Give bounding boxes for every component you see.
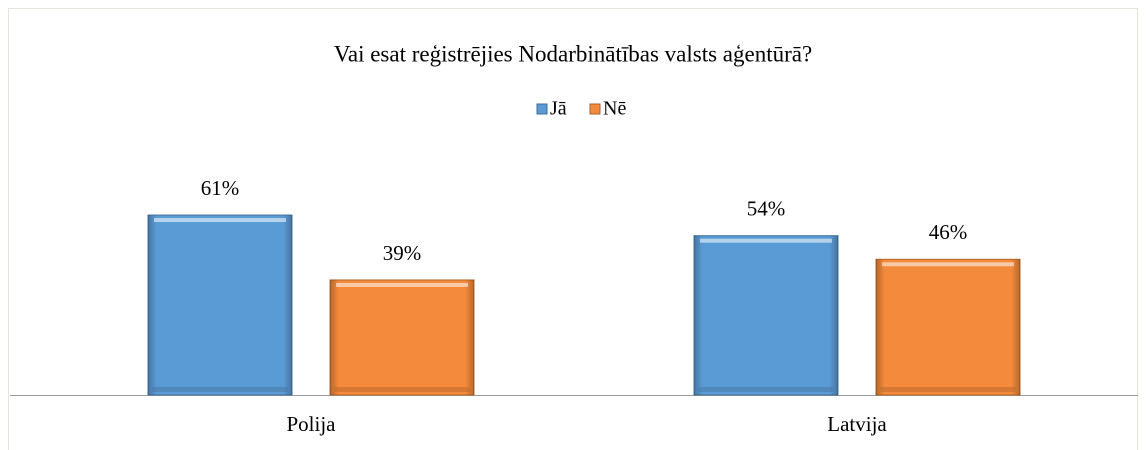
x-tick-label: Latvija xyxy=(827,412,887,436)
bar-highlight xyxy=(700,238,832,243)
data-label: 54% xyxy=(747,197,786,221)
data-label: 61% xyxy=(201,176,240,200)
bar-bottom-shade xyxy=(880,387,1016,392)
bar-highlight xyxy=(154,218,286,223)
legend-label: Jā xyxy=(550,98,567,120)
chart-frame xyxy=(8,8,1138,450)
data-label: 39% xyxy=(383,241,422,265)
x-tick-label: Polija xyxy=(286,412,336,436)
bar-highlight xyxy=(882,262,1014,267)
bar-bottom-shade xyxy=(698,387,834,392)
bar-highlight xyxy=(336,282,468,287)
bar-shade xyxy=(330,279,474,395)
bar-bottom-shade xyxy=(152,387,288,392)
bar-shade xyxy=(148,215,292,395)
data-label: 46% xyxy=(929,220,968,244)
bar-bottom-shade xyxy=(334,387,470,392)
chart-title: Vai esat reģistrējies Nodarbinātības val… xyxy=(334,41,812,66)
bar-shade xyxy=(694,235,838,395)
bar-shade xyxy=(876,259,1020,395)
legend-swatch xyxy=(589,103,601,115)
legend-label: Nē xyxy=(603,98,626,120)
legend-swatch xyxy=(536,103,548,115)
